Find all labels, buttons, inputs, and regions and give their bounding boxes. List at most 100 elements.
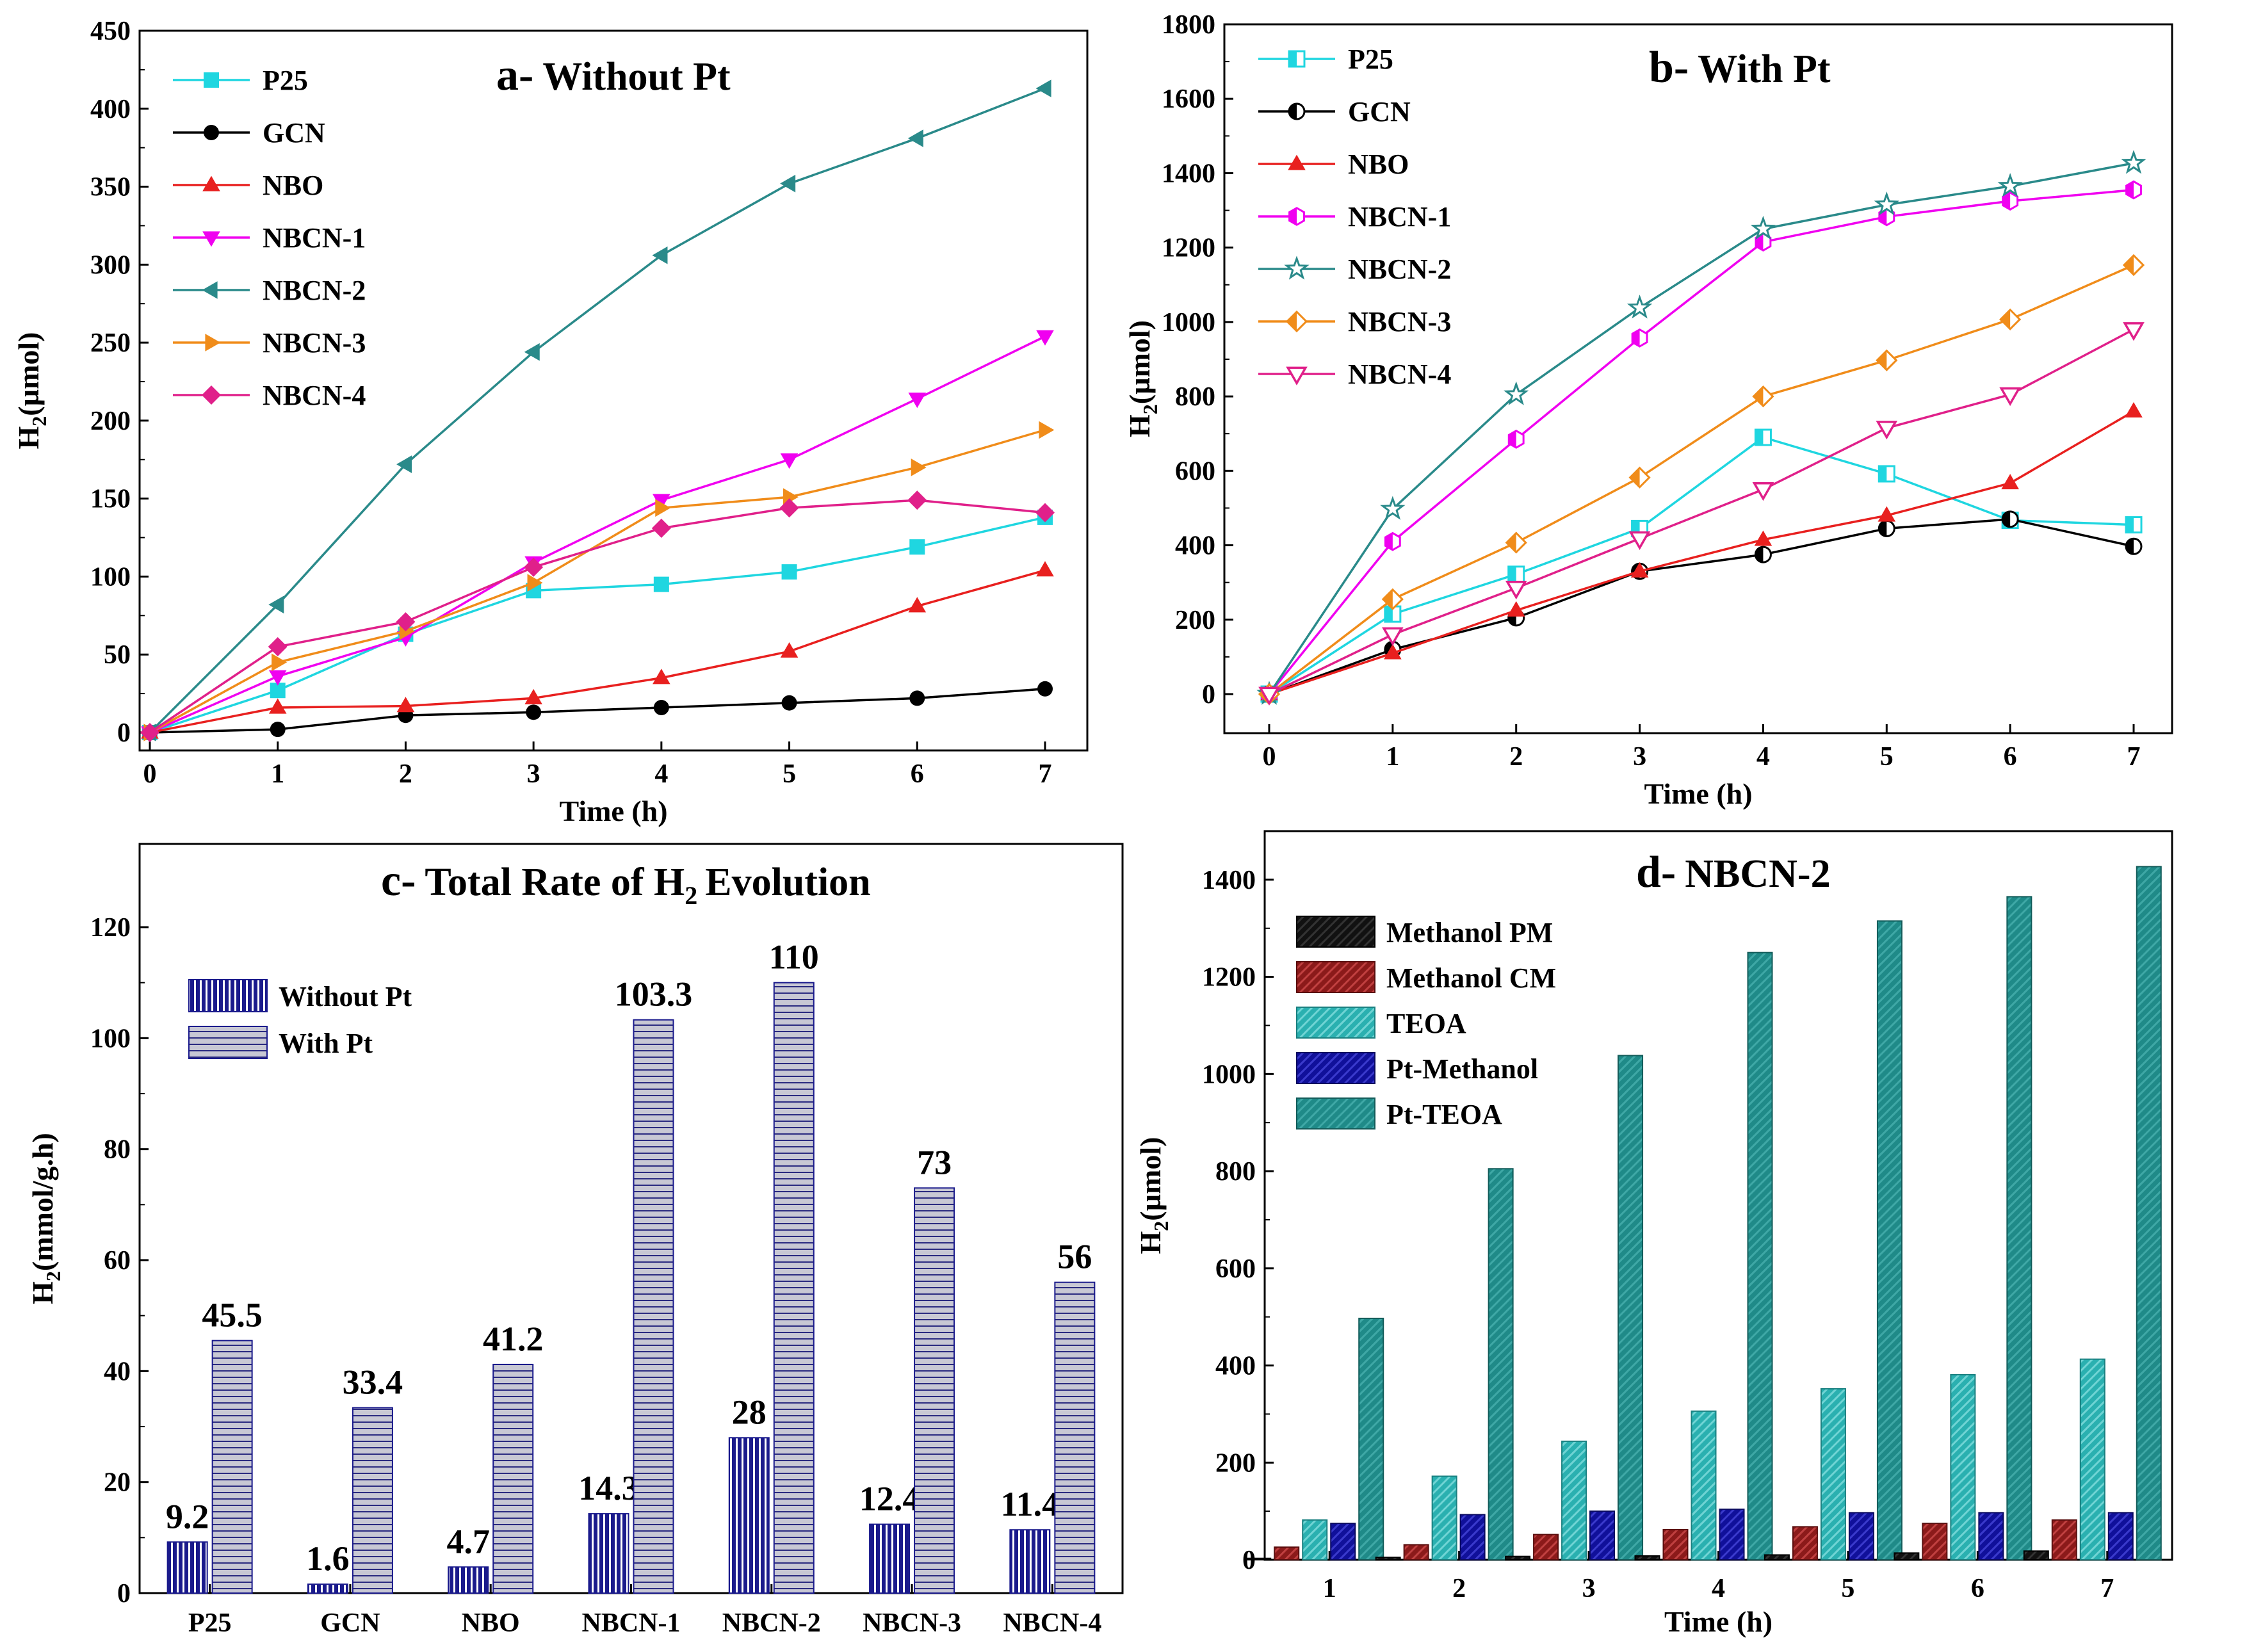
panel-a-point-gcn [653,700,669,716]
panel-b-point-nbcn-3 [1505,531,1527,554]
panel-d-bar-teoa [1950,1373,1976,1560]
panel-d-bar-methanol-pm [1505,1555,1531,1561]
panel-b-x-tick-label: 5 [1880,742,1894,772]
panel-a-legend-marker [205,334,221,352]
panel-a-x-tick-label: 0 [143,759,157,789]
panel-d-bar-methanol-pm [1375,1557,1401,1561]
panel-d-bar-pt-methanol [1978,1512,2004,1561]
panel-c-data-label: 41.2 [483,1320,544,1358]
panel-d-bar-methanol-cm [1274,1546,1300,1560]
panel-c-y-tick-label: 60 [104,1246,131,1275]
panel-b-point-p25 [1507,565,1525,583]
panel-b-point-nbcn-3 [1381,588,1404,610]
panel-a-x-axis-label: Time (h) [559,795,667,827]
panel-a-series-line-nbcn-3 [149,428,1046,734]
panel-b-legend-label: GCN [1348,96,1411,127]
panel-c-bar-without-pt [728,1437,770,1594]
panel-a-point-nbcn-4 [907,490,927,510]
panel-c-legend-swatch [188,1026,268,1059]
panel-a-chart: 0 1 2 3 4 5 6 7 0 50 100 150 200 250 300 350 400 450 Time … [12,17,1089,827]
panel-c-data-label: 11.4 [1001,1485,1060,1523]
panel-d-y-tick-label: 1200 [1202,963,1256,992]
panel-c-y-tick-label: 80 [104,1135,131,1165]
panel-d-bar-methanol-pm [1634,1555,1660,1560]
panel-a-point-nbcn-3 [272,653,288,672]
panel-d-y-tick-label: 200 [1215,1448,1256,1478]
panel-a-point-nbcn-2 [1035,79,1051,97]
panel-d-bar-methanol-pm [1894,1552,1920,1560]
panel-b-legend-marker [1284,255,1310,280]
panel-b-point-nbo [1630,562,1649,578]
panel-c-y-tick-label: 20 [104,1468,131,1498]
panel-b-point-nbcn-1 [2002,191,2019,211]
panel-d-legend-label: TEOA [1386,1008,1466,1039]
panel-d-bar-methanol-pm [1245,1557,1272,1561]
panel-d-y-tick-label: 400 [1215,1352,1256,1381]
panel-b-plot-frame [1223,23,2173,734]
panel-b-y-tick-label: 1000 [1162,308,1215,337]
panel-a-plot-frame [138,29,1089,752]
panel-b-point-nbcn-4 [1505,581,1527,600]
panel-c-data-label: 33.4 [343,1363,403,1402]
panel-d-legend-label: Pt-Methanol [1386,1053,1538,1085]
panel-c-data-label: 28 [732,1393,767,1431]
panel-b-x-tick-label: 0 [1263,742,1276,772]
panel-a-point-nbo [780,642,799,658]
panel-d-legend-swatch [1296,961,1375,993]
panel-b-y-axis-label: H2(µmol) [1123,320,1162,437]
panel-b-point-gcn [2001,510,2019,528]
panel-b-point-nbo [1507,601,1525,617]
panel-b-series-line-gcn [1269,518,2134,695]
panel-b-x-tick-label: 6 [2004,742,2017,772]
panel-a-point-gcn [781,695,797,711]
panel-d-bar-methanol-pm [2023,1550,2049,1560]
panel-b-y-tick-label: 1600 [1162,85,1215,114]
panel-b-legend-marker [1288,50,1306,68]
panel-a-y-axis-label: H2(µmol) [12,332,51,449]
panel-b-point-gcn [2125,537,2143,555]
panel-c-x-tick-label: NBO [462,1608,520,1638]
panel-d-bar-pt-teoa [2006,896,2032,1560]
panel-a-y-tick-label: 150 [90,485,131,514]
panel-b-legend-marker [1285,310,1308,333]
panel-b-point-nbcn-2 [1997,173,2023,197]
panel-d-legend-swatch [1296,916,1375,948]
panel-b-legend-label: NBCN-1 [1348,201,1451,232]
panel-c-y-tick-label: 120 [90,913,131,943]
panel-a-y-tick-label: 450 [90,17,131,46]
panel-a-point-nbcn-2 [780,174,796,193]
panel-d-bar-pt-teoa [1876,920,1902,1561]
panel-b-point-nbcn-4 [1628,531,1651,551]
panel-c-y-tick-label: 100 [90,1024,131,1053]
panel-b-y-tick-label: 1800 [1162,10,1215,40]
panel-d-legend-label: Pt-TEOA [1386,1099,1502,1130]
panel-a-legend-marker [202,385,221,405]
panel-d-legend-swatch [1296,1097,1375,1130]
panel-c-bar-with-pt [773,982,815,1594]
panel-c-data-label: 56 [1057,1238,1092,1276]
panel-a-legend-marker [202,231,220,247]
panel-a-legend-marker [202,281,218,299]
panel-c-bar-with-pt [352,1407,393,1594]
panel-a-point-nbcn-3 [911,458,927,476]
panel-b-legend-marker [1288,207,1305,226]
panel-b-point-p25 [1754,428,1772,446]
panel-b-point-nbo [1754,530,1772,546]
panel-a-legend-label: NBO [263,170,323,201]
panel-a-legend-marker [204,125,219,140]
panel-b-y-tick-label: 400 [1175,531,1215,561]
panel-b-legend-marker [1288,102,1306,120]
panel-b-point-nbcn-3 [1876,349,1898,371]
panel-a-y-tick-label: 0 [117,718,131,748]
panel-d-y-tick-label: 600 [1215,1254,1256,1284]
panel-d-x-tick-label: 3 [1582,1574,1596,1603]
panel-b-x-tick-label: 1 [1386,742,1399,772]
panel-a-point-nbcn-2 [524,343,540,361]
panel-d-y-axis-label: H2(µmol) [1134,1137,1172,1254]
panel-d-x-tick-label: 1 [1323,1574,1336,1603]
panel-c-legend-label: With Pt [279,1028,373,1059]
panel-b-legend-label: NBCN-4 [1348,359,1451,390]
panel-b-y-tick-label: 600 [1175,457,1215,486]
panel-d-bar-pt-methanol [1719,1509,1745,1560]
panel-a-point-nbo [396,697,415,713]
